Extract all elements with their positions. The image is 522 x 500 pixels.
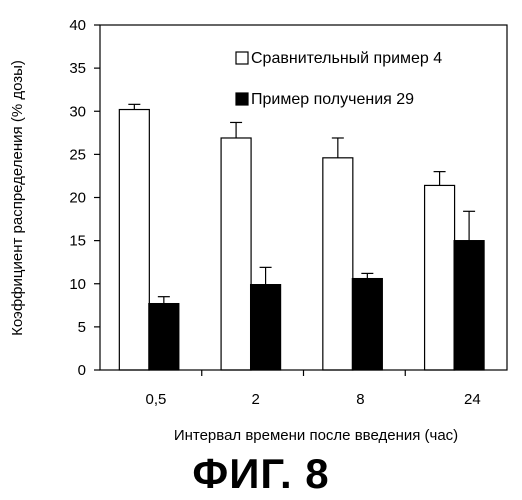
y-tick-label: 40	[69, 17, 86, 34]
bar-comparative	[119, 110, 149, 370]
y-tick-label: 35	[69, 60, 86, 77]
bar-comparative	[425, 185, 455, 370]
bar-example	[149, 304, 179, 370]
figure-caption: ФИГ. 8	[0, 450, 522, 498]
y-tick-label: 20	[69, 190, 86, 207]
legend-label-example: Пример получения 29	[251, 91, 414, 108]
legend-swatch-comparative	[236, 52, 248, 64]
y-axis-ticks: 0 5 10 15 20 25 30 35 40	[69, 17, 100, 379]
bar-example	[251, 285, 281, 370]
y-tick-label: 15	[69, 233, 86, 250]
bar-comparative	[221, 138, 251, 370]
x-axis-ticks: 0,5 2 8 24	[146, 370, 481, 408]
x-tick-label: 2	[252, 391, 260, 408]
y-tick-label: 10	[69, 276, 86, 293]
y-tick-label: 25	[69, 146, 86, 163]
x-tick-label: 0,5	[146, 391, 167, 408]
y-tick-label: 5	[78, 319, 86, 336]
x-tick-label: 24	[464, 391, 481, 408]
legend-label-comparative: Сравнительный пример 4	[251, 50, 442, 67]
legend-swatch-example	[236, 93, 248, 105]
y-axis-label: Коэффициент распределения (% дозы)	[9, 60, 26, 336]
x-axis-label: Интервал времени после введения (час)	[174, 427, 458, 444]
bar-comparative	[323, 158, 353, 370]
y-tick-label: 0	[78, 362, 86, 379]
x-tick-label: 8	[356, 391, 364, 408]
y-tick-label: 30	[69, 103, 86, 120]
bar-example	[352, 279, 382, 370]
error-bars	[128, 104, 475, 303]
legend: Сравнительный пример 4 Пример получения …	[236, 50, 442, 108]
bar-example	[454, 241, 484, 370]
bars	[119, 110, 484, 370]
